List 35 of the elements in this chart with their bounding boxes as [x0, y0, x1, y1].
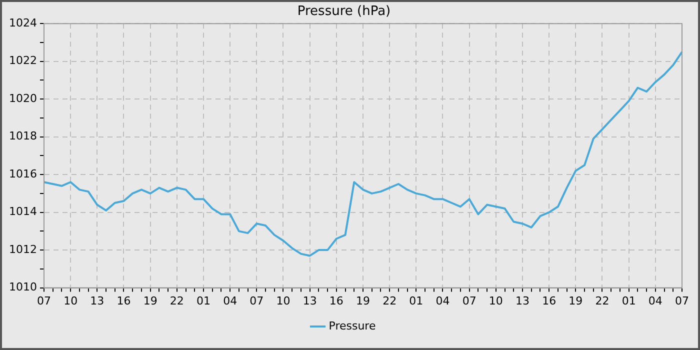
x-tick-label: 19	[143, 294, 158, 308]
x-tick-label: 07	[675, 294, 689, 308]
x-tick-label: 01	[622, 294, 636, 308]
y-tick-label: 1020	[8, 92, 37, 105]
y-tick-label: 1016	[8, 167, 37, 180]
x-tick-label: 13	[516, 294, 530, 308]
x-tick-label: 07	[462, 294, 476, 308]
y-tick-label: 1024	[8, 16, 37, 30]
x-tick-label: 10	[488, 294, 503, 308]
x-tick-label: 22	[382, 294, 397, 308]
legend-label: Pressure	[328, 319, 376, 332]
x-tick-label: 10	[276, 294, 290, 308]
x-tick-label: 16	[542, 294, 556, 308]
x-tick-label: 01	[409, 294, 424, 308]
y-tick-label: 1018	[8, 130, 37, 143]
y-tick-label: 1022	[8, 54, 37, 68]
x-tick-label: 19	[568, 294, 583, 308]
x-tick-label: 07	[250, 294, 264, 308]
x-tick-label: 13	[90, 294, 104, 308]
y-tick-label: 1010	[8, 280, 37, 294]
chart-title: Pressure (hPa)	[297, 4, 391, 20]
x-tick-label: 04	[648, 294, 662, 308]
x-tick-label: 04	[436, 294, 450, 308]
y-tick-label: 1012	[8, 242, 37, 256]
x-tick-label: 22	[170, 294, 184, 308]
x-tick-label: 01	[196, 294, 210, 308]
x-tick-label: 16	[329, 294, 344, 308]
x-tick-label: 22	[595, 294, 610, 308]
y-tick-label: 1014	[8, 205, 37, 218]
x-tick-label: 19	[356, 294, 370, 308]
x-tick-label: 07	[36, 294, 51, 308]
x-tick-label: 13	[302, 294, 317, 308]
x-tick-label: 10	[64, 294, 78, 308]
x-tick-label: 16	[116, 294, 131, 308]
x-tick-label: 04	[223, 294, 238, 308]
